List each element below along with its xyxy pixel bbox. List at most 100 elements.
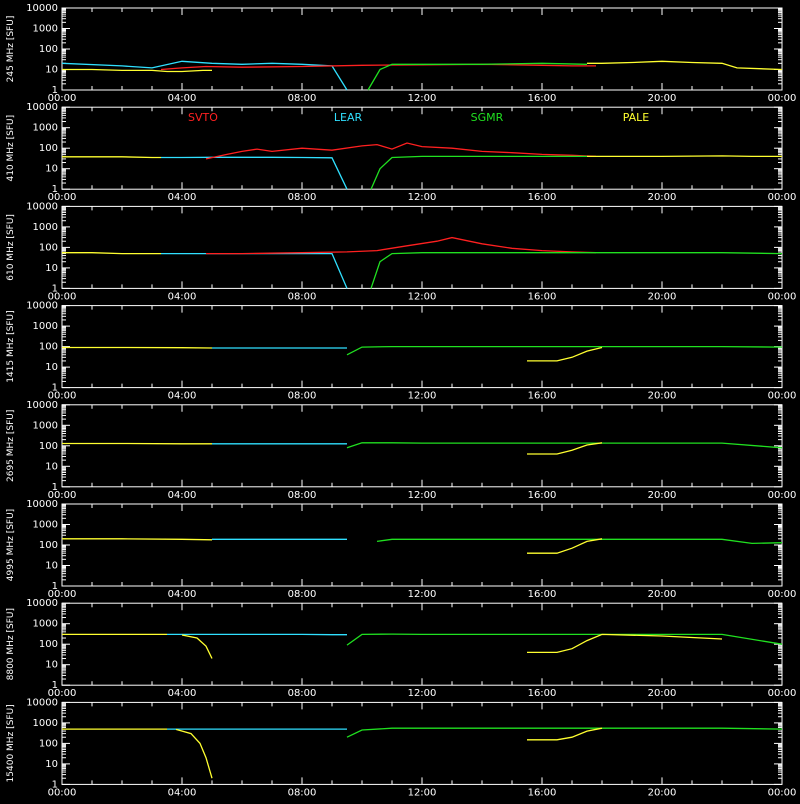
x-tick-label: 08:00 <box>288 688 317 699</box>
y-tick-label: 100 <box>39 242 58 253</box>
x-tick-label: 20:00 <box>648 490 677 501</box>
x-tick-label: 00:00 <box>48 787 77 798</box>
x-tick-label: 00:00 <box>768 93 797 104</box>
x-tick-label: 12:00 <box>408 589 437 600</box>
y-tick-label: 100 <box>39 342 58 353</box>
x-tick-label: 04:00 <box>168 391 197 402</box>
panel-frame <box>62 206 782 288</box>
y-tick-label: 1000 <box>33 619 58 630</box>
y-tick-label: 1000 <box>33 718 58 729</box>
x-tick-label: 16:00 <box>528 589 557 600</box>
y-tick-label: 10 <box>45 461 58 472</box>
y-axis-label: 15400 MHz [SFU] <box>6 704 16 782</box>
legend-entry-lear: LEAR <box>334 111 363 124</box>
x-tick-label: 04:00 <box>168 93 197 104</box>
panel-frame <box>62 603 782 685</box>
y-tick-label: 10 <box>45 561 58 572</box>
y-tick-label: 10 <box>45 660 58 671</box>
y-axis-label: 610 MHz [SFU] <box>6 214 16 281</box>
series-line-pale <box>182 635 212 659</box>
x-tick-label: 16:00 <box>528 291 557 302</box>
x-tick-label: 00:00 <box>768 787 797 798</box>
y-tick-label: 1000 <box>33 222 58 233</box>
x-tick-label: 04:00 <box>168 192 197 203</box>
x-tick-label: 04:00 <box>168 787 197 798</box>
x-tick-label: 20:00 <box>648 93 677 104</box>
series-line-pale <box>176 729 212 778</box>
series-line-lear <box>161 157 347 189</box>
x-tick-label: 20:00 <box>648 787 677 798</box>
panel-frame <box>62 504 782 586</box>
series-line-sgmr <box>377 539 782 543</box>
x-tick-label: 08:00 <box>288 589 317 600</box>
series-line-sgmr <box>371 156 587 189</box>
x-tick-label: 08:00 <box>288 490 317 501</box>
x-tick-label: 08:00 <box>288 93 317 104</box>
x-tick-label: 12:00 <box>408 291 437 302</box>
y-tick-label: 100 <box>39 44 58 55</box>
x-tick-label: 20:00 <box>648 391 677 402</box>
x-tick-label: 16:00 <box>528 490 557 501</box>
x-tick-label: 04:00 <box>168 291 197 302</box>
x-tick-label: 00:00 <box>768 291 797 302</box>
y-tick-label: 1000 <box>33 420 58 431</box>
series-line-sgmr <box>347 347 782 355</box>
x-tick-label: 04:00 <box>168 688 197 699</box>
x-tick-label: 20:00 <box>648 589 677 600</box>
series-line-svto <box>206 238 596 254</box>
y-tick-label: 10000 <box>26 697 58 708</box>
x-tick-label: 20:00 <box>648 291 677 302</box>
y-tick-label: 1000 <box>33 321 58 332</box>
y-tick-label: 100 <box>39 441 58 452</box>
series-line-sgmr <box>371 253 782 289</box>
x-tick-label: 08:00 <box>288 787 317 798</box>
panel-frame <box>62 107 782 189</box>
x-tick-label: 04:00 <box>168 490 197 501</box>
y-tick-label: 10000 <box>26 301 58 312</box>
x-tick-label: 00:00 <box>768 391 797 402</box>
series-line-pale <box>587 61 782 69</box>
series-line-pale <box>62 348 212 349</box>
series-line-pale <box>527 728 602 740</box>
y-tick-label: 10000 <box>26 102 58 113</box>
series-line-sgmr <box>347 634 782 645</box>
y-tick-label: 10000 <box>26 598 58 609</box>
legend-entry-pale: PALE <box>623 111 650 124</box>
x-tick-label: 16:00 <box>528 93 557 104</box>
legend-entry-svto: SVTO <box>188 111 218 124</box>
x-tick-label: 12:00 <box>408 688 437 699</box>
series-line-pale <box>62 157 161 158</box>
series-line-sgmr <box>347 443 782 448</box>
series-line-pale <box>527 634 722 652</box>
y-tick-label: 10000 <box>26 400 58 411</box>
y-tick-label: 10 <box>45 759 58 770</box>
x-tick-label: 00:00 <box>768 688 797 699</box>
x-tick-label: 12:00 <box>408 93 437 104</box>
series-line-pale <box>527 539 602 553</box>
x-tick-label: 00:00 <box>768 589 797 600</box>
series-line-pale <box>62 253 161 254</box>
y-axis-label: 4995 MHz [SFU] <box>6 509 16 581</box>
panel-frame <box>62 8 782 90</box>
y-tick-label: 1000 <box>33 24 58 35</box>
x-tick-label: 12:00 <box>408 787 437 798</box>
y-axis-label: 410 MHz [SFU] <box>6 115 16 182</box>
panel-frame <box>62 405 782 487</box>
x-tick-label: 12:00 <box>408 490 437 501</box>
y-tick-label: 100 <box>39 143 58 154</box>
y-tick-label: 10 <box>45 263 58 274</box>
x-tick-label: 16:00 <box>528 391 557 402</box>
y-tick-label: 1000 <box>33 520 58 531</box>
y-tick-label: 10000 <box>26 201 58 212</box>
x-tick-label: 20:00 <box>648 688 677 699</box>
x-tick-label: 00:00 <box>768 490 797 501</box>
x-tick-label: 08:00 <box>288 192 317 203</box>
y-tick-label: 10 <box>45 65 58 76</box>
x-tick-label: 04:00 <box>168 589 197 600</box>
